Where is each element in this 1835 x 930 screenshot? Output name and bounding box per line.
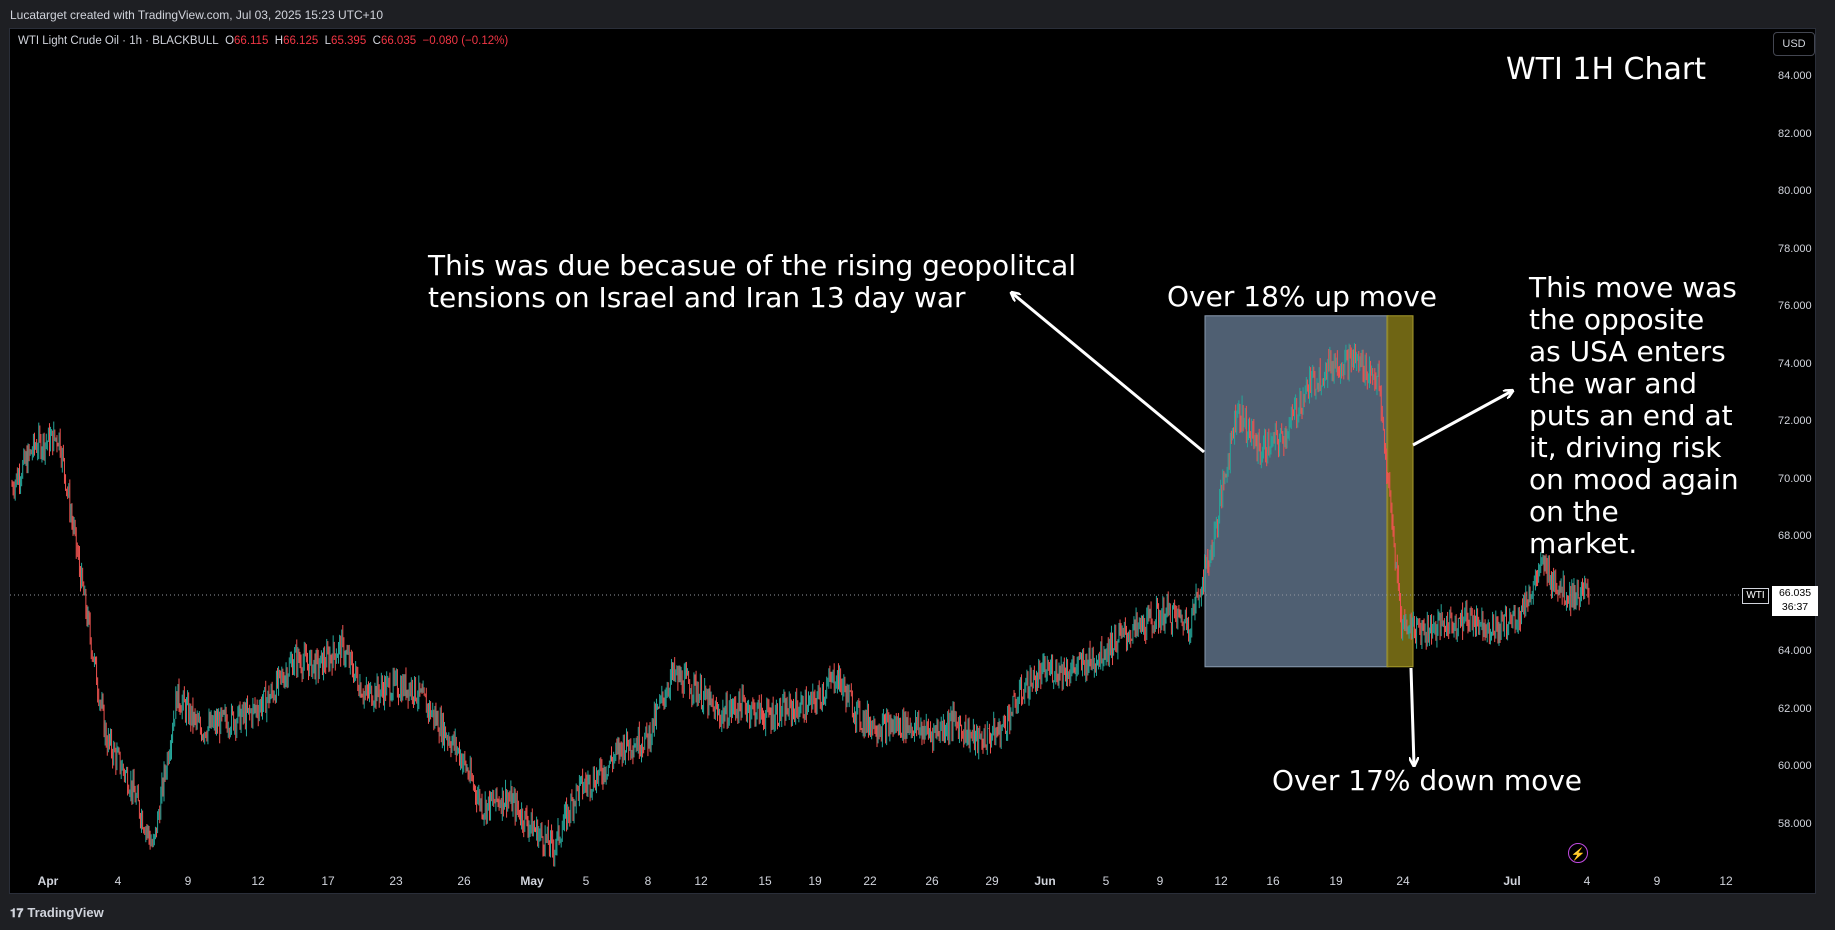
cause-line-2: tensions on Israel and Iran 13 day war [428, 281, 966, 314]
price-tick-label: 84.000 [1778, 70, 1812, 82]
down-move-label: Over 17% down move [1272, 764, 1583, 797]
high-value: 66.125 [283, 35, 319, 47]
time-tick-label: 4 [1583, 874, 1591, 888]
price-tick-label: 82.000 [1778, 127, 1812, 140]
symbol-name: WTI Light Crude Oil · 1h · BLACKBULL [18, 35, 219, 47]
time-tick-label: 5 [1102, 874, 1110, 888]
time-tick-label: 19 [808, 874, 822, 888]
attribution-bar: Lucatarget created with TradingView.com,… [0, 0, 1835, 28]
time-tick-label: 29 [985, 874, 999, 888]
cause-annotation: This was due becasue of the rising geopo… [428, 250, 1076, 314]
time-tick-label: 8 [644, 874, 652, 888]
time-tick-label: 26 [925, 874, 939, 888]
opposite-line-5: puts an end at [1529, 399, 1733, 432]
high-label: H [274, 35, 284, 47]
time-tick-label: 19 [1329, 874, 1343, 888]
last-price-value-box: 66.035 36:37 [1772, 586, 1818, 616]
cause-line-1: This was due becasue of the rising geopo… [428, 249, 1077, 282]
tradingview-logo[interactable]: 𝟏𝟕 TradingView [10, 905, 104, 921]
opposite-line-6: it, driving risk [1529, 431, 1722, 464]
time-tick-label: 16 [1266, 874, 1280, 888]
open-value: 66.115 [234, 35, 269, 47]
price-tick-label: 74.000 [1778, 357, 1812, 370]
opposite-annotation: This move was the opposite as USA enters… [1529, 272, 1739, 560]
open-label: O [225, 35, 235, 47]
low-label: L [324, 35, 332, 47]
price-tick-label: 78.000 [1778, 242, 1812, 255]
price-tick-label: 58.000 [1778, 818, 1812, 830]
currency-button[interactable]: USD [1773, 32, 1815, 56]
last-price-value: 66.035 [1778, 587, 1812, 599]
price-tick-label: 76.000 [1778, 300, 1812, 313]
time-tick-label: 23 [389, 874, 403, 888]
time-tick-label: 12 [251, 874, 265, 888]
down-arrow [1411, 667, 1414, 765]
price-tick-label: 70.000 [1778, 472, 1812, 485]
time-tick-label: 9 [1156, 874, 1164, 888]
time-tick-label: 9 [1653, 874, 1661, 888]
opposite-arrow [1412, 391, 1512, 447]
time-tick-label: 17 [321, 874, 335, 888]
last-price-symbol: WTI [1742, 588, 1769, 604]
time-tick-label: 24 [1396, 874, 1410, 888]
close-value: 66.035 [380, 35, 417, 47]
time-tick-label: 26 [457, 874, 471, 888]
opposite-line-9: market. [1529, 527, 1638, 560]
time-tick-label: May [520, 874, 544, 888]
time-tick-label: 12 [1719, 874, 1733, 888]
tradingview-mark-icon: 𝟏𝟕 [10, 906, 24, 920]
price-tick-label: 62.000 [1778, 702, 1812, 715]
time-tick-label: Jul [1503, 874, 1521, 888]
time-tick-label: 22 [863, 874, 877, 888]
time-tick-label: 15 [758, 874, 772, 888]
time-tick-label: 12 [1214, 874, 1228, 888]
footer-bar [0, 894, 1835, 930]
time-tick-label: 5 [582, 874, 590, 888]
attribution-text: Lucatarget created with TradingView.com,… [10, 8, 384, 22]
chart-pane[interactable] [9, 28, 1816, 894]
up-move-label: Over 18% up move [1167, 280, 1438, 313]
last-price-tag: WTI 66.035 36:37 [1742, 586, 1818, 616]
opposite-line-1: This move was [1529, 271, 1737, 304]
lightning-icon[interactable]: ⚡ [1568, 843, 1588, 863]
opposite-line-3: as USA enters [1529, 335, 1726, 368]
time-tick-label: 12 [694, 874, 708, 888]
up-move-box[interactable] [1204, 315, 1389, 668]
price-tick-label: 72.000 [1778, 415, 1812, 428]
price-tick-label: 60.000 [1778, 760, 1812, 773]
cause-arrow [1012, 293, 1205, 454]
opposite-line-7: on mood again [1529, 463, 1739, 496]
opposite-line-8: on the [1529, 495, 1619, 528]
opposite-line-2: the opposite [1529, 303, 1705, 336]
close-label: C [372, 35, 381, 47]
opposite-line-4: the war and [1529, 367, 1697, 400]
time-tick-label: 4 [114, 874, 122, 888]
low-value: 65.395 [331, 35, 367, 47]
tradingview-brand: TradingView [27, 905, 104, 920]
price-tick-label: 68.000 [1778, 530, 1812, 543]
price-tick-label: 80.000 [1778, 185, 1812, 198]
time-tick-label: 9 [184, 874, 192, 888]
time-tick-label: Jun [1034, 874, 1056, 888]
change-value: −0.080 (−0.12%) [422, 35, 509, 47]
bar-countdown: 36:37 [1781, 601, 1809, 613]
time-tick-label: Apr [37, 874, 59, 888]
price-tick-label: 64.000 [1778, 645, 1812, 658]
chart-title: WTI 1H Chart [1506, 52, 1706, 87]
symbol-legend[interactable]: WTI Light Crude Oil · 1h · BLACKBULL O66… [18, 35, 508, 47]
